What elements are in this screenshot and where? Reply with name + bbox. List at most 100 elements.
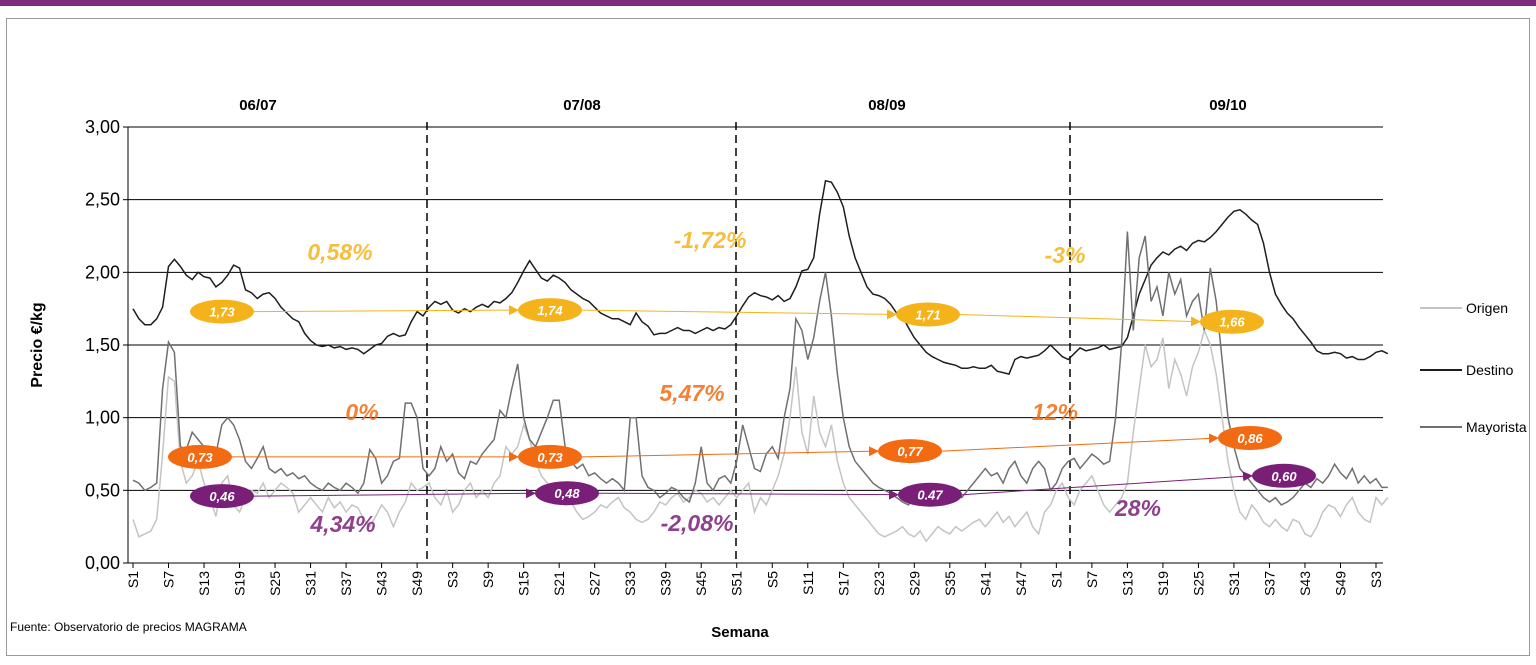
x-tick-label: S7 xyxy=(1084,571,1100,588)
frame xyxy=(6,18,1530,656)
series-line xyxy=(132,328,1389,543)
x-tick-label: S1 xyxy=(1048,571,1064,588)
x-tick-label: S15 xyxy=(516,571,532,596)
x-tick-label: S45 xyxy=(693,571,709,596)
x-tick-label: S7 xyxy=(161,571,177,588)
price-marker xyxy=(190,299,254,324)
change-label: 5,47% xyxy=(659,380,724,406)
legend-label: Mayorista xyxy=(1466,419,1527,435)
change-label: 0% xyxy=(345,399,378,425)
change-label: 0,58% xyxy=(307,239,372,265)
price-marker xyxy=(896,302,960,327)
price-marker-label: 0,73 xyxy=(537,450,563,465)
price-marker xyxy=(518,298,582,323)
price-marker xyxy=(190,484,254,509)
x-tick-label: S49 xyxy=(409,571,425,596)
x-tick-label: S31 xyxy=(303,571,319,596)
series-line xyxy=(132,231,1388,506)
x-tick-label: S13 xyxy=(196,571,212,596)
change-label: 4,34% xyxy=(309,511,375,537)
trend-arrow xyxy=(253,305,519,316)
trend-arrow xyxy=(959,313,1201,327)
x-tick-label: S43 xyxy=(374,571,390,596)
change-label: 12% xyxy=(1032,399,1078,425)
y-axis-title: Precio €/kg xyxy=(29,302,46,387)
x-tick-label: S41 xyxy=(977,571,993,596)
change-label: -2,08% xyxy=(661,510,734,536)
y-tick-label: 2,00 xyxy=(85,262,120,282)
price-marker xyxy=(878,439,942,464)
x-tick-label: S17 xyxy=(835,571,851,596)
y-tick-label: 2,50 xyxy=(85,190,120,210)
x-tick-label: S23 xyxy=(871,571,887,596)
trend-arrow xyxy=(961,471,1253,496)
trend-arrow xyxy=(581,446,879,458)
trend-arrow xyxy=(253,488,536,499)
price-marker-label: 1,74 xyxy=(537,303,563,318)
trend-arrow xyxy=(598,489,899,500)
x-tick-label: S49 xyxy=(1332,571,1348,596)
price-marker xyxy=(1200,309,1264,334)
x-tick-label: S21 xyxy=(551,571,567,596)
change-label: 28% xyxy=(1114,495,1161,521)
price-marker xyxy=(168,444,232,469)
change-label: -1,72% xyxy=(674,227,747,253)
price-marker-label: 0,46 xyxy=(209,489,235,504)
season-label: 09/10 xyxy=(1209,97,1247,114)
price-marker-label: 0,60 xyxy=(1271,469,1297,484)
price-marker-label: 0.47 xyxy=(917,488,943,503)
series-line xyxy=(132,179,1389,375)
season-label: 07/08 xyxy=(563,97,601,114)
price-marker xyxy=(898,482,962,507)
x-tick-label: S3 xyxy=(1368,571,1384,588)
x-tick-label: S11 xyxy=(800,571,816,595)
trend-arrow xyxy=(941,433,1219,452)
price-marker xyxy=(535,481,599,506)
price-marker-label: 1,71 xyxy=(915,307,940,322)
x-tick-label: S25 xyxy=(267,571,283,596)
y-tick-label: 0,50 xyxy=(85,480,120,500)
x-tick-label: S19 xyxy=(1155,571,1171,596)
legend-label: Origen xyxy=(1466,300,1508,316)
price-marker-label: 0,48 xyxy=(554,486,580,501)
x-tick-label: S37 xyxy=(338,571,354,596)
price-marker xyxy=(1252,463,1316,488)
season-label: 08/09 xyxy=(868,97,906,114)
x-tick-label: S5 xyxy=(764,571,780,588)
x-tick-label: S25 xyxy=(1190,571,1206,596)
trend-arrow xyxy=(581,309,897,320)
x-tick-label: S37 xyxy=(1261,571,1277,596)
source: Fuente: Observatorio de precios MAGRAMA xyxy=(10,620,247,634)
price-marker-label: 1,73 xyxy=(209,305,235,320)
price-marker-label: 0,86 xyxy=(1237,431,1263,446)
x-tick-label: S39 xyxy=(658,571,674,596)
price-marker xyxy=(518,444,582,469)
price-marker-label: 0,73 xyxy=(187,450,213,465)
x-tick-label: S19 xyxy=(232,571,248,596)
x-tick-label: S51 xyxy=(729,571,745,596)
x-tick-label: S35 xyxy=(942,571,958,596)
x-tick-label: S13 xyxy=(1119,571,1135,596)
season-label: 06/07 xyxy=(239,97,277,114)
x-tick-label: S1 xyxy=(125,571,141,588)
top-bar xyxy=(0,0,1536,6)
x-tick-label: S3 xyxy=(445,571,461,588)
price-marker-label: 0,77 xyxy=(897,444,923,459)
y-tick-label: 1,00 xyxy=(85,408,120,428)
legend-label: Destino xyxy=(1466,362,1514,378)
change-label: -3% xyxy=(1045,242,1086,268)
x-tick-label: S43 xyxy=(1297,571,1313,596)
y-tick-label: 0,00 xyxy=(85,553,120,573)
price-marker xyxy=(1218,426,1282,451)
x-tick-label: S47 xyxy=(1013,571,1029,596)
x-tick-label: S27 xyxy=(587,571,603,596)
x-tick-label: S29 xyxy=(906,571,922,596)
y-tick-label: 3,00 xyxy=(85,117,120,137)
y-tick-label: 1,50 xyxy=(85,335,120,355)
x-axis-title: Semana xyxy=(711,624,769,641)
x-tick-label: S31 xyxy=(1226,571,1242,596)
x-tick-label: S9 xyxy=(480,571,496,588)
x-tick-label: S33 xyxy=(622,571,638,596)
